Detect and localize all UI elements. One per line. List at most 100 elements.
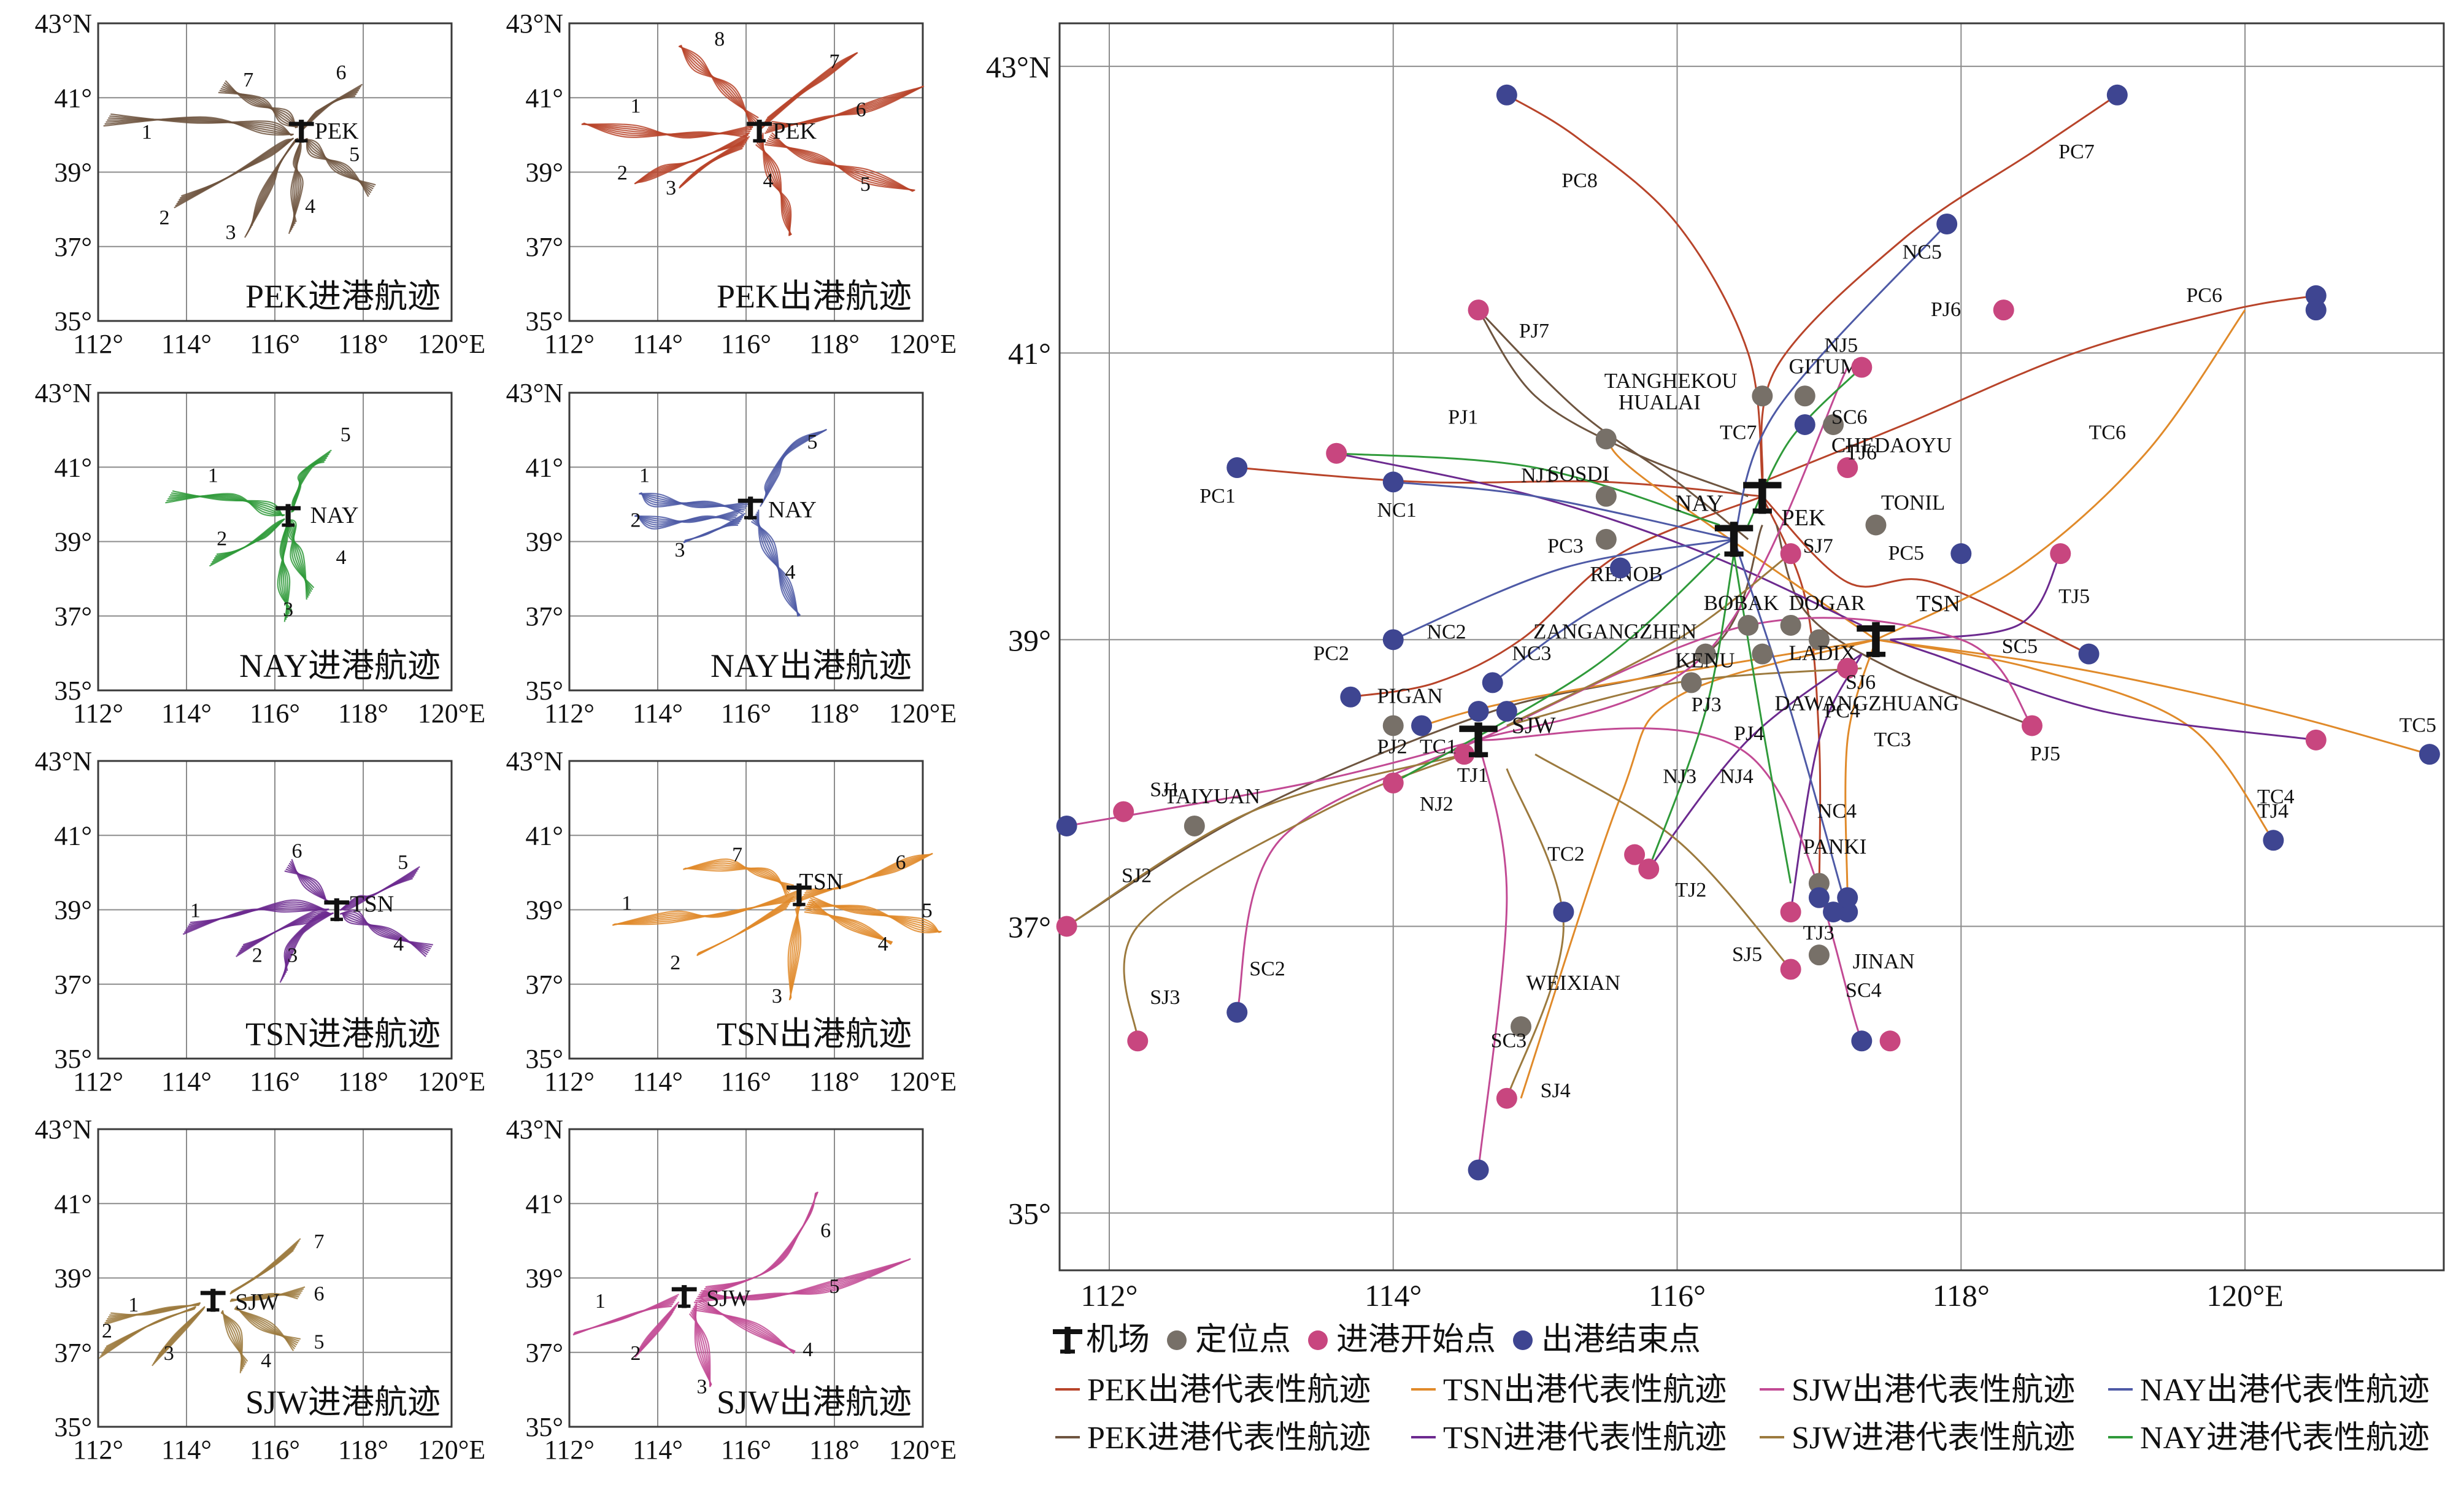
representative-trajectory xyxy=(1506,553,1792,727)
y-tick-label: 39° xyxy=(54,158,92,188)
exit-point xyxy=(1340,686,1361,708)
legend-exit-marker xyxy=(1513,1330,1533,1350)
route-number: 6 xyxy=(856,99,866,122)
trajectory-line xyxy=(680,44,752,130)
x-tick-label: 120°E xyxy=(418,1435,485,1465)
airport-label: SJW xyxy=(235,1289,279,1315)
x-tick-label: 112° xyxy=(73,1067,123,1097)
x-tick-label: 114° xyxy=(1365,1278,1422,1313)
fix-point xyxy=(1595,428,1617,450)
fix-point xyxy=(1681,672,1702,693)
fix-point xyxy=(1780,614,1801,636)
legend-label: 出港结束点 xyxy=(1541,1322,1701,1357)
entry-point-label: TJ2 xyxy=(1675,879,1706,901)
representative-trajectory xyxy=(1747,366,1863,526)
x-tick-label: 120°E xyxy=(889,329,957,359)
fix-point xyxy=(1865,514,1887,536)
route-number: 5 xyxy=(922,900,933,922)
legend-label: 定位点 xyxy=(1195,1322,1291,1357)
legend-label: SJW出港代表性航迹 xyxy=(1792,1373,2075,1408)
representative-trajectory xyxy=(1876,638,2430,755)
airport-icon xyxy=(671,1285,697,1308)
x-tick-label: 112° xyxy=(544,1067,595,1097)
representative-trajectory xyxy=(1393,553,1720,784)
y-tick-label: 41° xyxy=(525,83,563,113)
trajectory-line xyxy=(804,905,942,933)
fix-point-label: KENU xyxy=(1675,648,1734,672)
trajectory-line xyxy=(288,137,304,234)
trajectory-line xyxy=(231,1238,301,1292)
airport-label: NAY xyxy=(768,497,817,523)
x-tick-label: 114° xyxy=(633,1067,683,1097)
x-tick-label: 112° xyxy=(544,698,595,728)
route-number: 5 xyxy=(349,143,360,166)
fix-point-label: DAWANGZHUANG xyxy=(1774,691,1959,715)
trajectory-line xyxy=(288,519,309,598)
exit-point-label: PC5 xyxy=(1888,542,1924,565)
x-tick-label: 120°E xyxy=(418,698,485,728)
exit-point-label: SC6 xyxy=(1831,406,1868,428)
y-tick-label: 43°N xyxy=(506,378,563,408)
representative-trajectory xyxy=(1478,727,1863,1041)
fix-point xyxy=(1738,614,1759,636)
trajectory-line xyxy=(634,1313,672,1358)
entry-point xyxy=(1879,1030,1901,1052)
y-tick-label: 41° xyxy=(1008,336,1051,371)
representative-trajectory xyxy=(1761,495,2090,655)
legend-entry-marker xyxy=(1308,1330,1328,1350)
fix-point-label: TONIL xyxy=(1881,490,1945,514)
y-tick-label: 35° xyxy=(525,1412,563,1442)
y-tick-label: 41° xyxy=(54,1189,92,1219)
route-number: 3 xyxy=(697,1375,707,1398)
route-label: NJ1 xyxy=(1521,464,1555,487)
fix-point-label: BOBAK xyxy=(1704,591,1779,615)
panel-frame xyxy=(97,22,453,322)
x-tick-label: 118° xyxy=(809,1435,860,1465)
exit-point xyxy=(1411,715,1433,736)
trajectory-line xyxy=(760,52,858,131)
y-tick-label: 35° xyxy=(525,1044,563,1074)
panel-SJW_arr: 43°N 41° 39° 37° 35°112° 114° 116° 118° 120°E 12 3… xyxy=(35,1114,486,1465)
panel-title: PEK出港航迹 xyxy=(717,278,912,315)
airport-label: TSN xyxy=(799,869,843,895)
entry-point xyxy=(1468,299,1489,321)
x-tick-label: 116° xyxy=(721,1435,771,1465)
panel-frame xyxy=(97,392,453,692)
representative-trajectory xyxy=(1520,638,1876,1099)
main-map: 43°N 41° 39° 37° 35° 112° 114° 116° 118° 120°E TAN… xyxy=(986,22,2445,1313)
route-number: 2 xyxy=(252,944,263,967)
airport-icon xyxy=(747,120,772,143)
route-number: 6 xyxy=(314,1283,325,1305)
trajectory-line xyxy=(220,1312,243,1373)
route-number: 2 xyxy=(631,1342,641,1365)
x-tick-label: 118° xyxy=(1933,1278,1990,1313)
trajectory-line xyxy=(284,913,333,975)
entry-point xyxy=(1382,772,1404,793)
legend-label: 进港开始点 xyxy=(1336,1322,1496,1357)
panel-SJW_dep: 43°N 41° 39° 37° 35°112° 114° 116° 118° 120°E 1 2 3… xyxy=(506,1114,957,1465)
fix-point-label: TANGHEKOU xyxy=(1604,369,1738,393)
entry-point-label: SJ7 xyxy=(1803,535,1833,558)
panel-frame xyxy=(97,1128,453,1428)
panel-frame xyxy=(568,22,924,322)
fix-point-label: PANKI xyxy=(1803,835,1867,859)
fix-point xyxy=(1511,1016,1531,1037)
fix-point xyxy=(1808,629,1830,650)
exit-point-label: PC6 xyxy=(2186,284,2222,307)
entry-point-label: PJ1 xyxy=(1448,406,1478,428)
x-tick-label: 112° xyxy=(544,1435,595,1465)
y-tick-label: 35° xyxy=(1008,1197,1051,1231)
x-tick-label: 120°E xyxy=(889,1067,957,1097)
trajectory-line xyxy=(695,1307,795,1354)
y-tick-label: 35° xyxy=(54,306,92,336)
main-frame xyxy=(1058,22,2445,1272)
fix-point xyxy=(1382,715,1404,736)
legend-airport-icon xyxy=(1053,1327,1082,1354)
x-tick-label: 114° xyxy=(161,1067,212,1097)
entry-point xyxy=(2305,729,2327,751)
trajectory-line xyxy=(700,1192,818,1295)
legend-label: PEK进港代表性航迹 xyxy=(1087,1421,1371,1456)
trajectory-line xyxy=(614,900,796,925)
entry-point-label: TC2 xyxy=(1547,843,1584,866)
x-tick-label: 118° xyxy=(338,1067,388,1097)
